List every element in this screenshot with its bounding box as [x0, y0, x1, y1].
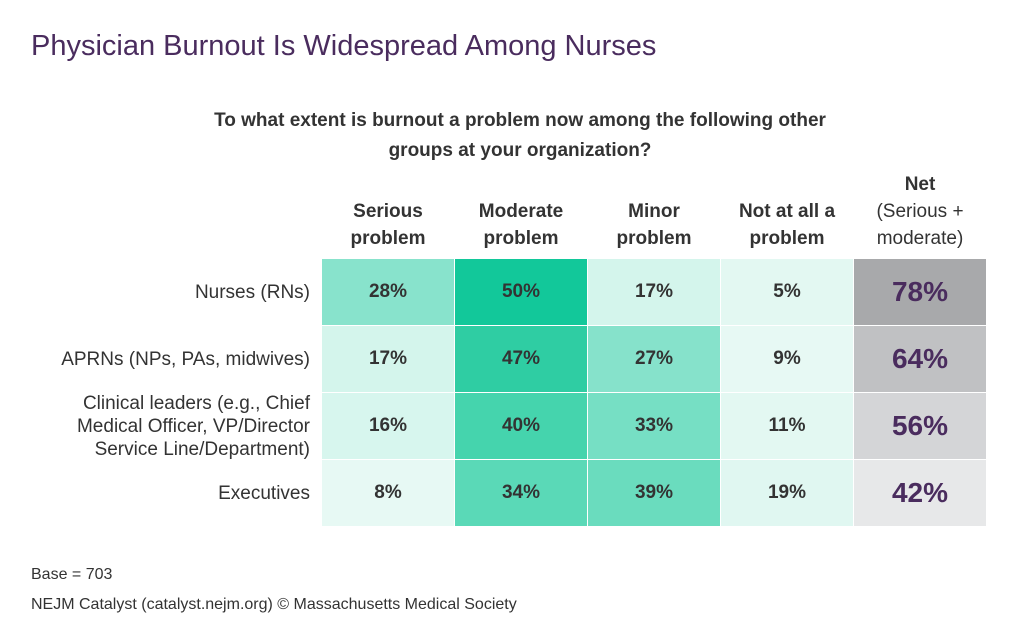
survey-question: To what extent is burnout a problem now …	[120, 106, 920, 166]
column-header-not-at-all: Not at all a problem	[721, 198, 853, 252]
cell-aprns-net: 64%	[854, 326, 986, 392]
cell-nurses-minor: 17%	[588, 259, 720, 325]
row-label-clinical-leaders-line-3: Service Line/Department)	[94, 438, 310, 460]
column-header-moderate-line-2: problem	[483, 228, 559, 249]
cell-clinical-leaders-serious: 16%	[322, 393, 454, 459]
row-label-executives-line-1: Executives	[218, 482, 310, 504]
row-label-aprns: APRNs (NPs, PAs, midwives)	[20, 326, 310, 392]
row-label-clinical-leaders-line-1: Clinical leaders (e.g., Chief	[82, 392, 310, 414]
cell-clinical-leaders-minor: 33%	[588, 393, 720, 459]
column-header-serious: Serious problem	[322, 198, 454, 252]
cell-aprns-serious: 17%	[322, 326, 454, 392]
row-label-clinical-leaders: Clinical leaders (e.g., Chief Medical Off…	[20, 392, 310, 460]
column-header-moderate-line-1: Moderate	[478, 201, 564, 222]
cell-nurses-not-at-all: 5%	[721, 259, 853, 325]
cell-aprns-minor: 27%	[588, 326, 720, 392]
column-header-serious-line-2: problem	[350, 228, 426, 249]
row-label-nurses: Nurses (RNs)	[20, 259, 310, 325]
cell-nurses-net: 78%	[854, 259, 986, 325]
cell-clinical-leaders-not-at-all: 11%	[721, 393, 853, 459]
column-header-not-at-all-line-1: Not at all a	[738, 201, 836, 222]
source-note: NEJM Catalyst (catalyst.nejm.org) © Mass…	[31, 596, 517, 613]
cell-executives-moderate: 34%	[455, 460, 587, 526]
cell-executives-serious: 8%	[322, 460, 454, 526]
column-header-net: Net (Serious + moderate)	[854, 171, 986, 252]
cell-executives-not-at-all: 19%	[721, 460, 853, 526]
column-header-minor: Minor problem	[588, 198, 720, 252]
column-header-net-line-3: moderate)	[876, 228, 964, 249]
cell-clinical-leaders-net: 56%	[854, 393, 986, 459]
column-header-net-line-2: (Serious +	[876, 201, 964, 222]
survey-question-line-2: groups at your organization?	[388, 140, 652, 161]
survey-question-line-1: To what extent is burnout a problem now …	[214, 110, 826, 131]
cell-executives-minor: 39%	[588, 460, 720, 526]
cell-aprns-not-at-all: 9%	[721, 326, 853, 392]
cell-aprns-moderate: 47%	[455, 326, 587, 392]
row-label-executives: Executives	[20, 460, 310, 526]
base-note: Base = 703	[31, 566, 113, 583]
row-label-clinical-leaders-line-2: Medical Officer, VP/Director	[76, 415, 310, 437]
chart-title: Physician Burnout Is Widespread Among Nu…	[31, 30, 657, 62]
cell-nurses-serious: 28%	[322, 259, 454, 325]
column-header-not-at-all-line-2: problem	[749, 228, 825, 249]
cell-executives-net: 42%	[854, 460, 986, 526]
row-label-nurses-line-1: Nurses (RNs)	[194, 281, 310, 303]
cell-clinical-leaders-moderate: 40%	[455, 393, 587, 459]
cell-nurses-moderate: 50%	[455, 259, 587, 325]
column-header-net-line-1: Net	[904, 174, 936, 195]
column-header-minor-line-2: problem	[616, 228, 692, 249]
column-header-moderate: Moderate problem	[455, 198, 587, 252]
row-label-aprns-line-1: APRNs (NPs, PAs, midwives)	[61, 348, 310, 370]
column-header-minor-line-1: Minor	[628, 201, 680, 222]
column-header-serious-line-1: Serious	[353, 201, 423, 222]
